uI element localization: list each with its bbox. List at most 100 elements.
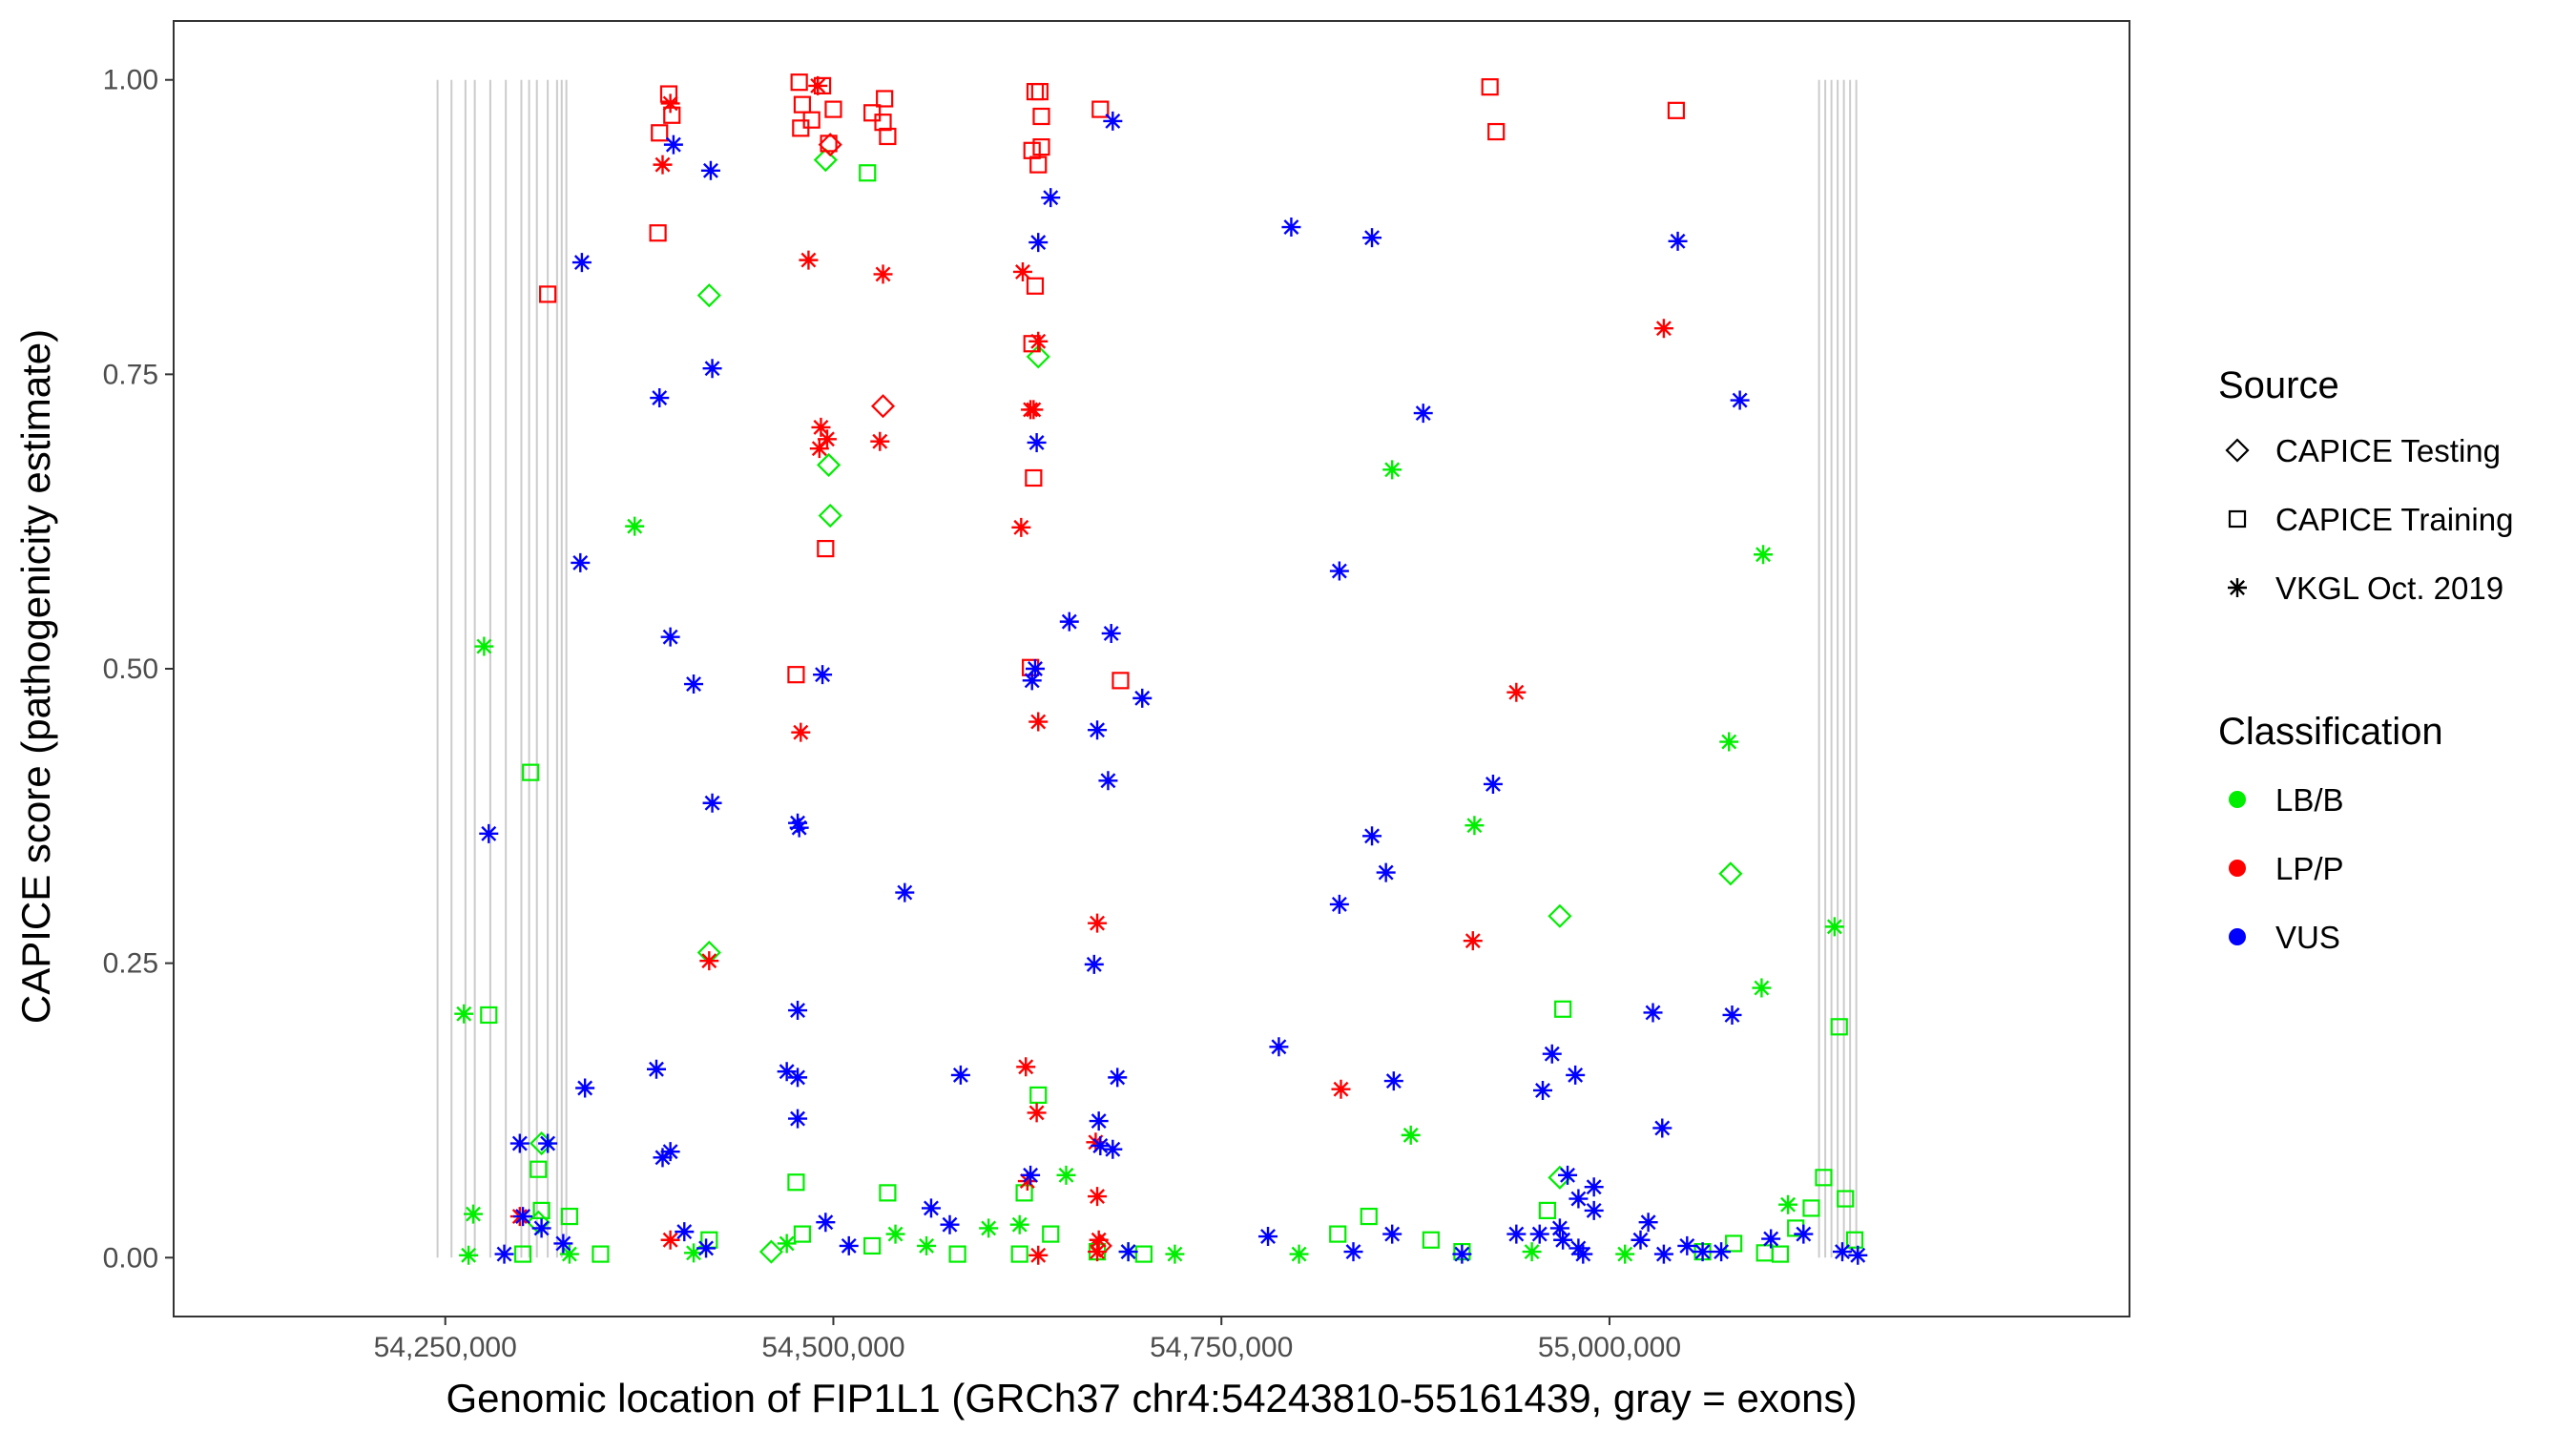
data-point [1667, 101, 1686, 119]
data-point [513, 1207, 533, 1227]
data-point [789, 818, 809, 838]
data-point [879, 127, 897, 146]
data-point [979, 1218, 999, 1238]
data-point [479, 823, 499, 843]
data-point [1481, 78, 1499, 96]
data-point [538, 1133, 558, 1153]
data-point [1084, 954, 1104, 974]
data-point [1778, 1194, 1798, 1214]
data-point [1088, 1187, 1108, 1207]
data-point [1833, 1242, 1853, 1262]
data-point [1383, 1071, 1403, 1091]
data-point [1848, 1245, 1868, 1265]
data-point [788, 1109, 808, 1129]
data-point [1549, 1218, 1569, 1238]
data-point [1027, 432, 1047, 452]
data-point [1554, 1000, 1572, 1018]
data-point [824, 100, 842, 118]
data-point [1021, 658, 1040, 676]
data-point [1542, 1044, 1562, 1064]
data-point [494, 1244, 514, 1264]
data-point [1016, 1057, 1036, 1077]
data-point [660, 93, 680, 114]
data-point [1548, 903, 1572, 928]
data-point [1722, 1005, 1742, 1025]
data-point [1382, 1224, 1402, 1244]
data-point [1452, 1244, 1472, 1264]
data-point [649, 224, 667, 242]
data-point [802, 111, 821, 129]
data-point [799, 250, 819, 270]
data-point [790, 73, 808, 92]
x-axis-title: Genomic location of FIP1L1 (GRCh37 chr4:… [446, 1376, 1857, 1421]
y-tick-label: 0.00 [103, 1242, 158, 1274]
data-point [863, 104, 882, 122]
data-point [788, 813, 808, 833]
data-point [1360, 1207, 1378, 1226]
legend: Source CAPICE Testing CAPICE Training VKGL … [2218, 364, 2513, 955]
data-point [1845, 1231, 1864, 1249]
data-point [1103, 1139, 1123, 1159]
data-point [777, 1062, 797, 1082]
data-point [1165, 1244, 1185, 1264]
data-point [651, 124, 669, 142]
data-point [1029, 156, 1048, 174]
data-point [1329, 1225, 1347, 1243]
y-tick-label: 0.75 [103, 359, 158, 390]
data-point [1483, 774, 1503, 794]
data-point [1566, 1065, 1586, 1085]
data-point [1422, 1231, 1440, 1249]
data-point [646, 1059, 666, 1079]
data-points [454, 73, 1868, 1265]
data-point [817, 452, 841, 477]
data-point [653, 155, 673, 175]
data-point [1362, 228, 1382, 248]
data-point [531, 1218, 551, 1238]
data-point [788, 1068, 808, 1088]
data-point [1025, 468, 1043, 487]
data-point [650, 388, 670, 408]
data-point [1009, 1214, 1029, 1234]
legend-label: LP/P [2275, 851, 2344, 886]
data-point [1719, 732, 1739, 752]
data-point [885, 1224, 905, 1244]
data-point [863, 1236, 882, 1255]
data-point [1413, 404, 1433, 424]
data-point [684, 1243, 704, 1263]
data-point [1269, 1037, 1289, 1057]
data-point [1506, 682, 1527, 702]
data-point [1118, 1242, 1138, 1262]
data-point [702, 359, 722, 379]
data-point [1802, 1199, 1820, 1217]
data-point [1693, 1242, 1713, 1262]
x-tick-label: 54,250,000 [374, 1332, 517, 1363]
data-point [1029, 1086, 1048, 1105]
legend-label: VKGL Oct. 2019 [2275, 570, 2503, 606]
data-point [1021, 1165, 1041, 1185]
data-point [758, 1239, 783, 1264]
data-point [811, 417, 831, 437]
legend-key [2229, 928, 2246, 945]
data-point [560, 1207, 578, 1226]
legend-label: VUS [2275, 920, 2340, 955]
plot-background [174, 21, 2129, 1317]
data-point [873, 264, 893, 284]
data-point [1281, 218, 1301, 238]
data-point [571, 253, 592, 273]
data-point [788, 1001, 808, 1021]
data-point [1343, 1242, 1363, 1262]
data-point [787, 1173, 805, 1192]
data-point [1401, 1125, 1421, 1145]
data-point [777, 1234, 797, 1254]
data-point [696, 283, 721, 308]
data-point [818, 503, 842, 529]
data-point [1032, 107, 1050, 126]
data-point [1643, 1003, 1663, 1023]
data-point [817, 539, 835, 558]
data-point [1088, 1242, 1108, 1262]
data-point [1101, 623, 1121, 643]
data-point [1761, 1229, 1781, 1249]
data-point [700, 160, 720, 180]
data-point [530, 1160, 548, 1178]
